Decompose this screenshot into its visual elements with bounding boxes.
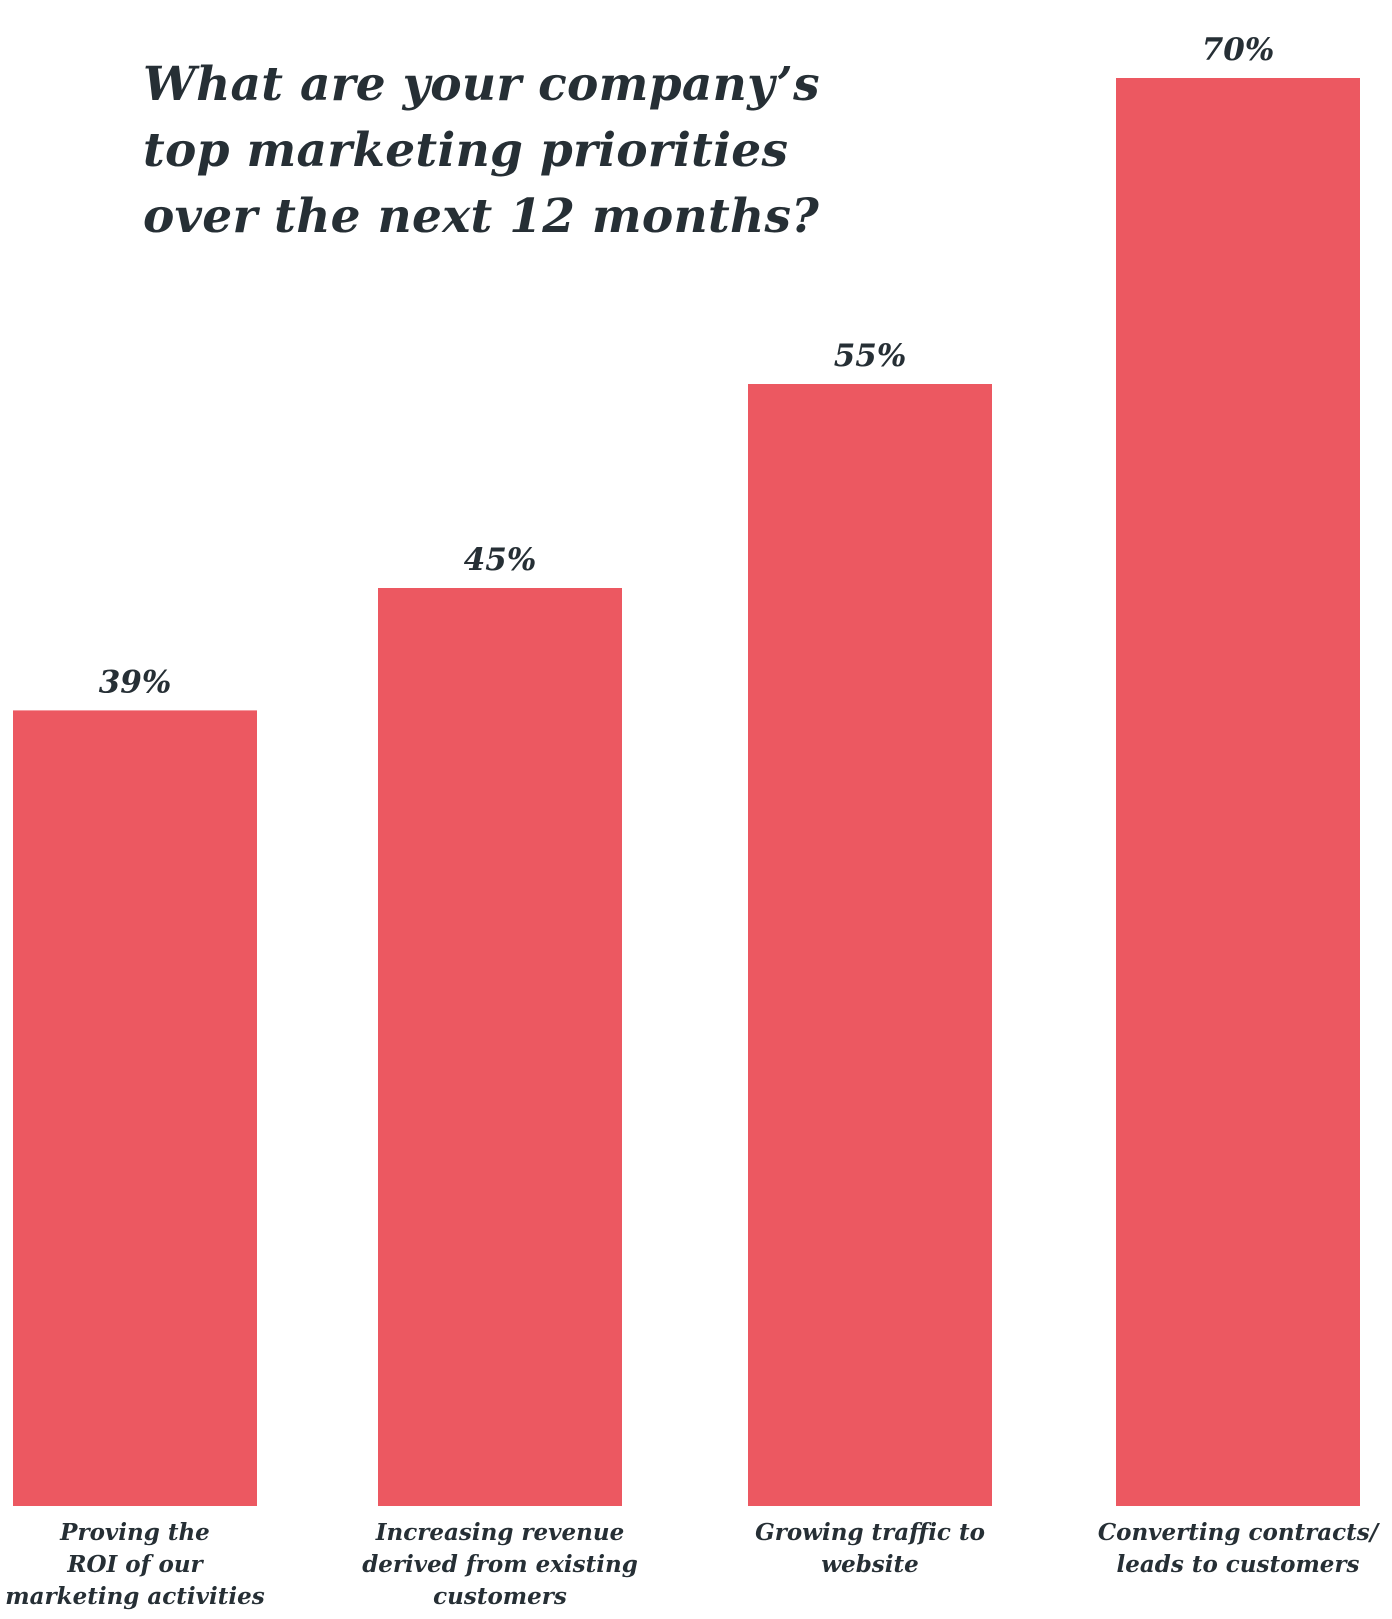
- bar-1: [13, 710, 257, 1506]
- category-label-4-line-1: Converting contracts/: [1098, 1519, 1381, 1546]
- category-label-2-line-2: derived from existing: [362, 1551, 638, 1578]
- value-label-4: 70%: [1202, 32, 1275, 68]
- bar-3: [748, 384, 992, 1506]
- category-label-2-line-1: Increasing revenue: [375, 1519, 624, 1546]
- chart-title: What are your company’s top marketing pr…: [143, 52, 843, 250]
- value-label-1: 39%: [99, 664, 172, 700]
- category-label-1-line-1: Proving the: [59, 1519, 210, 1546]
- bar-4: [1116, 78, 1360, 1506]
- category-label-3-line-2: website: [821, 1551, 918, 1578]
- category-label-1-line-2: ROI of our: [66, 1551, 204, 1578]
- value-label-3: 55%: [834, 338, 907, 374]
- category-label-4-line-2: leads to customers: [1117, 1551, 1360, 1578]
- chart-title-line-2: top marketing priorities: [143, 123, 789, 178]
- category-label-3-line-1: Growing traffic to: [755, 1519, 985, 1546]
- chart-title-line-3: over the next 12 months?: [143, 189, 820, 244]
- bar-2: [378, 588, 622, 1506]
- category-label-2-line-3: customers: [433, 1583, 567, 1610]
- category-label-1-line-3: marketing activities: [5, 1583, 264, 1610]
- value-label-2: 45%: [464, 542, 537, 578]
- chart-title-line-1: What are your company’s: [143, 57, 820, 112]
